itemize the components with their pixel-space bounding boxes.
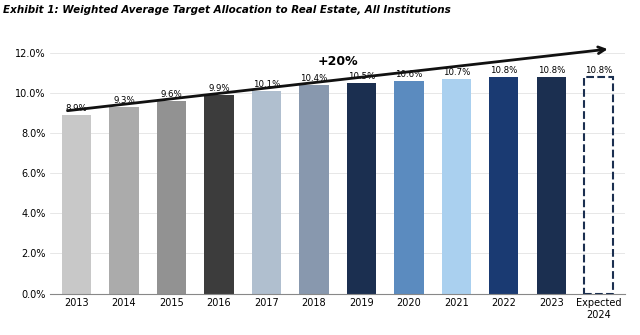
Bar — [299, 85, 328, 293]
Bar — [204, 95, 234, 293]
Text: 10.1%: 10.1% — [253, 80, 280, 89]
Bar — [489, 77, 518, 293]
Text: 10.7%: 10.7% — [443, 68, 470, 77]
Text: 10.5%: 10.5% — [348, 72, 375, 81]
Bar — [252, 91, 281, 293]
Text: 10.6%: 10.6% — [395, 70, 422, 79]
Bar — [347, 83, 376, 293]
Text: 10.8%: 10.8% — [490, 66, 518, 75]
Text: 10.8%: 10.8% — [538, 66, 565, 75]
Text: 8.9%: 8.9% — [66, 105, 88, 114]
Text: 9.6%: 9.6% — [161, 90, 182, 99]
Bar — [442, 79, 471, 293]
Text: 9.3%: 9.3% — [113, 96, 135, 106]
Bar — [109, 107, 139, 293]
Text: 9.9%: 9.9% — [208, 84, 230, 93]
Text: Exhibit 1: Weighted Average Target Allocation to Real Estate, All Institutions: Exhibit 1: Weighted Average Target Alloc… — [3, 5, 451, 15]
Bar — [157, 101, 186, 293]
Bar — [584, 77, 613, 293]
Bar — [536, 77, 566, 293]
Bar — [62, 115, 92, 293]
Text: 10.8%: 10.8% — [585, 66, 612, 75]
Text: +20%: +20% — [317, 55, 358, 68]
Bar — [394, 81, 424, 293]
Text: 10.4%: 10.4% — [300, 74, 328, 83]
